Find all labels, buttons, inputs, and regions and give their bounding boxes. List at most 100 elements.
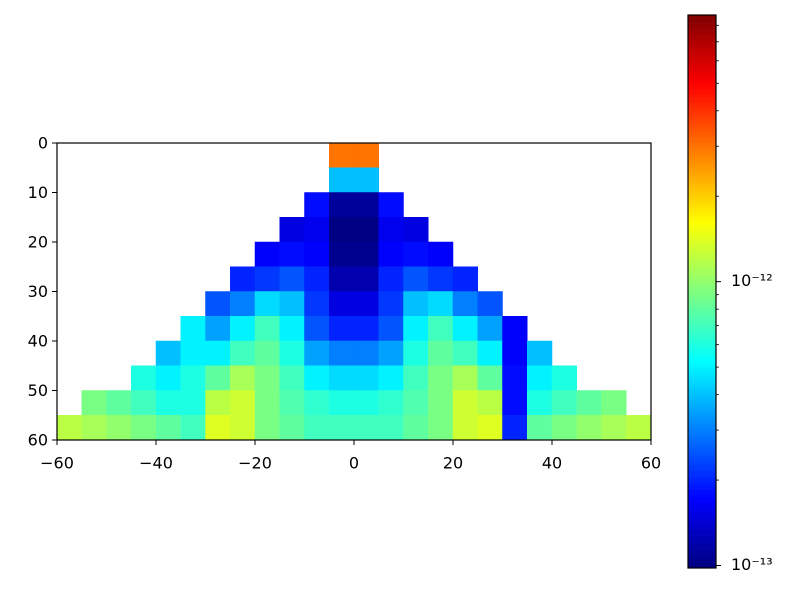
heatmap-cell — [403, 390, 429, 416]
colorbar-segment — [688, 27, 716, 31]
colorbar-segment — [688, 326, 716, 329]
colorbar-segment — [688, 231, 716, 234]
colorbar-segment — [688, 304, 716, 307]
heatmap-cell — [106, 390, 132, 416]
colorbar-segment — [688, 364, 716, 368]
heatmap-cell — [353, 142, 379, 168]
colorbar-segment — [688, 351, 716, 355]
colorbar-segment — [688, 444, 716, 448]
x-tick-label: 40 — [542, 454, 562, 473]
colorbar-segment — [688, 187, 716, 191]
colorbar-segment — [688, 116, 716, 119]
colorbar-segment — [688, 382, 716, 385]
heatmap-cell — [230, 266, 256, 292]
colorbar-segment — [688, 416, 716, 420]
heatmap-cell — [403, 415, 429, 441]
colorbar-segment — [688, 144, 716, 148]
heatmap-cell — [304, 415, 330, 441]
colorbar-segment — [688, 447, 716, 450]
colorbar-segment — [688, 565, 716, 569]
colorbar-segment — [688, 112, 716, 115]
heatmap-cell — [403, 266, 429, 292]
colorbar-segment — [688, 518, 716, 521]
colorbar-segment — [688, 177, 716, 180]
colorbar-segment — [688, 418, 716, 422]
heatmap-cell — [56, 415, 82, 441]
colorbar-segment — [688, 529, 716, 532]
heatmap-cell — [576, 415, 602, 441]
colorbar-segment — [688, 345, 716, 348]
heatmap-cell — [304, 192, 330, 218]
colorbar-segment — [688, 280, 716, 284]
heatmap-cell — [502, 390, 528, 416]
colorbar-segment — [688, 105, 716, 109]
colorbar-segment — [688, 88, 716, 91]
heatmap-cell — [428, 365, 454, 391]
colorbar-segment — [688, 498, 716, 502]
colorbar-segment — [688, 142, 716, 145]
colorbar-segment — [688, 151, 716, 154]
heatmap-cell — [576, 390, 602, 416]
heatmap-cell — [279, 316, 305, 342]
colorbar-segment — [688, 537, 716, 541]
colorbar-segment — [688, 293, 716, 297]
colorbar-segment — [688, 395, 716, 398]
heatmap-cell — [81, 390, 107, 416]
colorbar-segment — [688, 118, 716, 122]
colorbar-segment — [688, 334, 716, 338]
heatmap-cell — [279, 241, 305, 267]
heatmap-cell — [502, 365, 528, 391]
colorbar-segment — [688, 99, 716, 102]
heatmap-cell — [378, 390, 404, 416]
heatmap-cell — [131, 390, 157, 416]
colorbar-segment — [688, 315, 716, 318]
heatmap — [56, 142, 652, 441]
heatmap-cell — [329, 291, 355, 317]
colorbar-segment — [688, 36, 716, 40]
heatmap-cell — [353, 167, 379, 193]
colorbar-segment — [688, 459, 716, 463]
colorbar-segment — [688, 138, 716, 141]
colorbar-segment — [688, 166, 716, 169]
colorbar-segment — [688, 248, 716, 251]
colorbar-segment — [688, 114, 716, 117]
heatmap-cell — [254, 365, 280, 391]
colorbar-segment — [688, 492, 716, 495]
heatmap-cell — [378, 365, 404, 391]
colorbar-segment — [688, 38, 716, 42]
colorbar-segment — [688, 453, 716, 456]
heatmap-cell — [428, 266, 454, 292]
y-tick-label: 0 — [38, 134, 48, 153]
colorbar-segment — [688, 120, 716, 124]
colorbar-segment — [688, 421, 716, 424]
heatmap-cell — [378, 415, 404, 441]
colorbar-segment — [688, 198, 716, 202]
heatmap-cell — [230, 340, 256, 366]
colorbar-segment — [688, 546, 716, 549]
colorbar-segment — [688, 73, 716, 76]
colorbar-segment — [688, 332, 716, 336]
heatmap-cell — [131, 415, 157, 441]
heatmap-cell — [527, 390, 553, 416]
heatmap-cell — [155, 390, 181, 416]
heatmap-cell — [279, 365, 305, 391]
heatmap-cell — [180, 365, 206, 391]
heatmap-cell — [205, 291, 231, 317]
colorbar-segment — [688, 434, 716, 437]
colorbar-segment — [688, 107, 716, 111]
colorbar-segment — [688, 371, 716, 374]
colorbar-segment — [688, 440, 716, 444]
heatmap-cell — [279, 291, 305, 317]
heatmap-cell — [180, 316, 206, 342]
colorbar-segment — [688, 306, 716, 310]
heatmap-cell — [428, 316, 454, 342]
colorbar-segment — [688, 274, 716, 277]
colorbar-segment — [688, 295, 716, 299]
x-tick-label: −20 — [238, 454, 272, 473]
colorbar-tick-label: 10⁻¹² — [731, 271, 773, 290]
heatmap-cell — [403, 241, 429, 267]
colorbar-segment — [688, 189, 716, 193]
x-tick-label: 60 — [641, 454, 661, 473]
colorbar-segment — [688, 226, 716, 230]
colorbar-segment — [688, 321, 716, 325]
